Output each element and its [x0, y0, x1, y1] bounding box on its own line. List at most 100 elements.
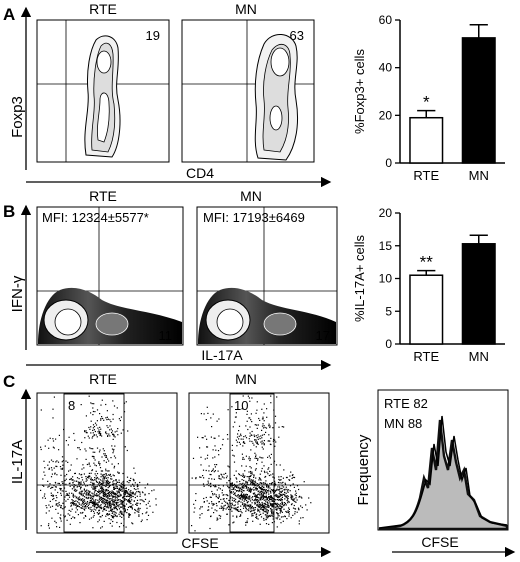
panel-c-plot2-dot: [251, 499, 253, 501]
panel-c-plot1-dot: [65, 500, 67, 502]
panel-c-plot1-dot: [106, 419, 108, 421]
panel-c-plot2-dot: [215, 502, 217, 505]
panel-c-plot1-dot: [47, 439, 49, 441]
panel-c-plot2-dot: [221, 474, 223, 476]
panel-c-plot2-dot: [260, 457, 262, 459]
panel-c-plot1-dot: [97, 491, 100, 493]
panel-c-plot2-dot: [276, 518, 278, 520]
panel-c-plot1-dot: [118, 489, 120, 491]
panel-c-plot1-dot: [94, 494, 96, 497]
panel-c-plot1-dot: [71, 492, 73, 494]
panel-c-plot1-dot: [130, 485, 132, 487]
panel-c-plot2-dot: [263, 508, 265, 511]
panel-c-plot2-dot: [263, 403, 265, 405]
panel-c-plot1-dot: [144, 494, 146, 496]
panel-c-plot1-dot: [75, 504, 77, 506]
panel-c-plot1-dot: [129, 491, 131, 493]
panel-c-plot1-dot: [121, 486, 123, 488]
panel-c-plot1-dot: [47, 464, 49, 466]
panel-c-plot1-dot: [101, 514, 103, 517]
panel-c-plot1-dot: [42, 497, 44, 499]
panel-c-plot1-dot: [108, 507, 110, 509]
panel-c-plot2-dot: [268, 485, 270, 487]
panel-c-plot1-dot: [104, 498, 106, 500]
panel-c-plot2-dot: [252, 515, 254, 517]
panel-c-plot1-dot: [105, 509, 107, 511]
panel-b-ytick-label-4: 20: [379, 206, 393, 220]
panel-c-plot2-dot: [268, 455, 270, 457]
panel-c-plot2-dot: [238, 435, 240, 437]
panel-c-plot1-dot: [110, 504, 112, 506]
panel-c-plot1-dot: [112, 400, 114, 402]
panel-c-plot1-dot: [120, 485, 122, 487]
panel-c-plot1-dot: [109, 435, 111, 437]
panel-c-plot1-dot: [107, 426, 109, 429]
panel-c-plot2-dot: [243, 496, 245, 498]
panel-a-ytick-label-2: 40: [379, 61, 393, 75]
panel-c-plot1-dot: [112, 499, 114, 501]
panel-c-plot1-dot: [78, 496, 81, 498]
panel-c-plot1-dot: [96, 485, 98, 488]
panel-c-plot1-dot: [69, 523, 71, 525]
panel-c-plot2-dot: [253, 444, 255, 446]
panel-c-plot1-dot: [51, 517, 53, 519]
panel-c-plot1-dot: [115, 479, 117, 481]
panel-c-plot2-dot: [231, 449, 233, 451]
panel-c-plot1-dot: [124, 505, 126, 507]
panel-c-plot1-dot: [105, 477, 107, 479]
panel-c-plot1-dot: [74, 490, 76, 492]
panel-c-plot2-dot: [239, 480, 241, 483]
panel-c-plot2-dot: [270, 492, 272, 494]
panel-c-plot1-dot: [138, 491, 140, 493]
panel-c-plot2-dot: [222, 494, 224, 496]
panel-c-plot2-dot: [220, 498, 222, 501]
panel-c-plot2-dot: [256, 488, 258, 490]
panel-c-plot1-dot: [79, 522, 81, 524]
panel-c-plot1-dot: [95, 486, 97, 488]
panel-c-plot1-dot: [133, 500, 135, 502]
panel-c-plot2-dot: [258, 486, 260, 488]
panel-c-plot1-dot: [114, 431, 116, 433]
panel-c-plot1-dot: [110, 499, 112, 501]
panel-c-plot1-dot: [116, 490, 118, 492]
panel-c-plot2-dot: [243, 479, 245, 482]
panel-c-plot2-dot: [278, 497, 280, 499]
panel-c-plot2-dot: [250, 470, 252, 473]
panel-c-plot2-dot: [259, 478, 261, 480]
panel-c-plot2-dot: [264, 497, 266, 499]
panel-c-plot2-dot: [235, 501, 237, 503]
panel-c-plot1-dot: [116, 486, 118, 488]
panel-c-plot1-dot: [61, 468, 63, 470]
panel-c-plot1-dot: [60, 520, 62, 522]
panel-c-plot2-dot: [258, 498, 260, 500]
panel-c-hist-ylabel: Frequency: [355, 434, 372, 505]
panel-c-plot1-dot: [85, 450, 87, 452]
panel-c-plot1-dot: [109, 425, 111, 427]
panel-c-plot2-dot: [267, 473, 269, 475]
panel-c-plot2-dot: [237, 510, 239, 512]
panel-c-plot1-dot: [103, 509, 105, 511]
panel-c-plot2-dot: [209, 483, 211, 485]
panel-c-plot1-dot: [84, 430, 86, 432]
panel-c-plot2-dot: [217, 497, 219, 499]
panel-c-plot1-dot: [120, 486, 122, 488]
panel-c-plot2-dot: [248, 479, 250, 481]
panel-c-plot2-dot: [194, 530, 196, 532]
panel-c-plot1-dot: [105, 456, 107, 458]
panel-c-plot2-dot: [233, 505, 235, 507]
panel-c-plot2-dot: [295, 497, 297, 499]
panel-c-plot1-dot: [106, 482, 108, 484]
panel-c-plot1-dot: [117, 471, 119, 473]
panel-c-plot1-dot: [132, 495, 134, 498]
panel-c-plot1-dot: [90, 472, 92, 474]
panel-c-plot2-dot: [284, 482, 286, 484]
panel-c-plot2-dot: [222, 498, 224, 500]
panel-c-plot1-dot: [118, 490, 120, 492]
panel-c-plot1-dot: [108, 460, 110, 462]
panel-c-plot2-dot: [210, 417, 212, 419]
panel-c-plot2-dot: [265, 493, 267, 495]
panel-c-plot2-dot: [265, 514, 267, 516]
panel-c-plot2-dot: [256, 499, 258, 501]
panel-c-plot2-dot: [266, 483, 268, 485]
panel-c-plot2-dot: [238, 510, 240, 512]
